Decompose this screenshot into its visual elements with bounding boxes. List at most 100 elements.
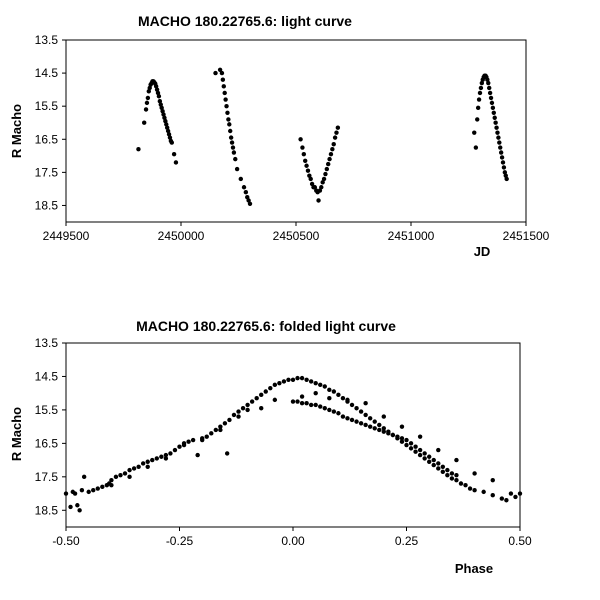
folded-light-curve-x-ticks: -0.50 -0.25 0.00 0.25 0.50: [52, 527, 532, 548]
folded-light-curve-data-point: [68, 504, 73, 510]
folded-light-curve-x-tick-label: -0.50: [52, 534, 80, 548]
light-curve-data-point: [143, 107, 149, 112]
folded-light-curve-data-point: [204, 434, 209, 439]
folded-light-curve-data-point: [236, 409, 241, 414]
light-curve-data-point: [309, 181, 315, 187]
light-curve-data-point: [166, 132, 172, 137]
folded-light-curve-data-point: [304, 377, 309, 382]
folded-light-curve-data-point: [349, 402, 355, 408]
folded-light-curve-data-point: [136, 464, 141, 469]
light-curve-plot-frame: [65, 39, 527, 223]
folded-light-curve-data-point: [218, 424, 223, 429]
light-curve-data-point: [169, 140, 174, 145]
folded-light-curve-data-point: [363, 422, 368, 428]
folded-light-curve-data-point: [417, 447, 423, 453]
light-curve-y-tick-label: 18.5: [35, 198, 59, 212]
light-curve-data-point: [492, 115, 497, 120]
folded-light-curve-data-point: [508, 491, 514, 496]
folded-light-curve-data-point: [449, 476, 455, 481]
light-curve-data-point: [231, 150, 237, 155]
light-curve-data-point: [145, 95, 151, 101]
folded-light-curve-data-point: [268, 385, 273, 391]
folded-light-curve-data-point: [272, 397, 278, 403]
light-curve-data-point: [162, 115, 167, 120]
light-curve-data-point: [319, 185, 324, 190]
folded-light-curve-y-tick-label: 13.5: [35, 336, 59, 350]
folded-light-curve-data-point: [109, 482, 114, 488]
folded-light-curve-y-tick-label: 16.5: [35, 436, 59, 450]
folded-light-curve-data-point: [145, 464, 150, 469]
light-curve-data-point: [153, 84, 159, 89]
light-curve-data-point: [499, 155, 505, 160]
folded-light-curve-data-point: [413, 449, 418, 454]
folded-light-curve-data-point: [331, 389, 337, 394]
folded-light-curve-data-point: [472, 471, 477, 476]
light-curve-data-point: [222, 90, 227, 96]
folded-light-curve-data-point: [299, 394, 305, 399]
folded-light-curve-data-point: [140, 461, 146, 466]
folded-light-curve-data-point: [318, 382, 323, 388]
folded-light-curve-data-point: [313, 390, 318, 396]
folded-light-curve-data-point: [127, 474, 132, 480]
light-curve-data-point: [136, 147, 141, 152]
folded-light-curve-data-point: [463, 482, 468, 488]
folded-light-curve-data-point: [168, 451, 173, 456]
folded-light-curve-data-point: [404, 437, 409, 443]
folded-light-curve-data-point: [381, 414, 386, 419]
light-curve-data-point: [243, 190, 249, 195]
folded-light-curve-data-point: [381, 429, 386, 434]
folded-light-curve-panel: MACHO 180.22765.6: folded light curve R …: [9, 318, 532, 576]
folded-light-curve-data-point: [431, 457, 436, 463]
folded-light-curve-data-point: [154, 456, 159, 461]
folded-light-curve-data-point: [472, 488, 477, 493]
folded-light-curve-data-point: [100, 484, 105, 490]
folded-light-curve-data-point: [159, 454, 164, 459]
folded-light-curve-x-tick-label: 0.00: [281, 534, 305, 548]
folded-light-curve-y-tick-label: 15.5: [35, 403, 59, 417]
folded-light-curve-data-point: [395, 434, 400, 439]
folded-light-curve-data-point: [190, 437, 196, 443]
light-curve-data-point: [317, 188, 323, 193]
light-curve-data-point: [233, 156, 238, 162]
light-curve-y-tick-label: 15.5: [35, 99, 59, 113]
folded-light-curve-data-point: [308, 379, 314, 384]
folded-light-curve-data-point: [422, 456, 427, 461]
folded-light-curve-data-point: [172, 447, 178, 453]
folded-light-curve-data-point: [186, 439, 191, 444]
folded-light-curve-data-point: [345, 397, 350, 403]
light-curve-data-point: [500, 160, 506, 165]
folded-light-curve-data-point: [449, 471, 455, 476]
folded-light-curve-data-point: [127, 467, 132, 473]
light-curve-data-point: [328, 151, 334, 157]
light-curve-data-point: [165, 128, 171, 134]
light-curve-data-point: [498, 145, 503, 150]
light-curve-data-point: [238, 176, 243, 182]
light-curve-data-point: [159, 105, 164, 111]
folded-light-curve-data-point: [218, 427, 223, 433]
light-curve-data-point: [485, 77, 490, 82]
folded-light-curve-data-point: [81, 474, 87, 480]
light-curve-y-tick-label: 17.5: [35, 165, 59, 179]
folded-light-curve-data-point: [345, 416, 350, 421]
folded-light-curve-data-point: [358, 421, 364, 426]
light-curve-data-point: [144, 100, 150, 106]
light-curve-data-point: [304, 163, 309, 168]
light-curve-data-point: [331, 142, 336, 147]
folded-light-curve-data-point: [236, 414, 241, 419]
light-curve-data-point: [323, 171, 328, 177]
folded-light-curve-x-tick-label: -0.25: [166, 534, 194, 548]
light-curve-data-point: [496, 135, 501, 140]
folded-light-curve-x-tick-label: 0.25: [395, 534, 419, 548]
folded-light-curve-data-point: [213, 427, 219, 433]
folded-light-curve-y-tick-label: 14.5: [35, 369, 59, 383]
light-curve-data-point: [305, 168, 311, 173]
folded-light-curve-data-point: [454, 457, 459, 463]
light-curve-data-point: [324, 166, 330, 172]
folded-light-curve-data-point: [427, 459, 432, 464]
folded-light-curve-data-point: [381, 426, 386, 431]
folded-light-curve-data-point: [331, 409, 337, 414]
light-curve-data-point: [165, 125, 170, 130]
light-curve-data-point: [154, 87, 160, 92]
light-curve-data-point: [472, 130, 477, 135]
